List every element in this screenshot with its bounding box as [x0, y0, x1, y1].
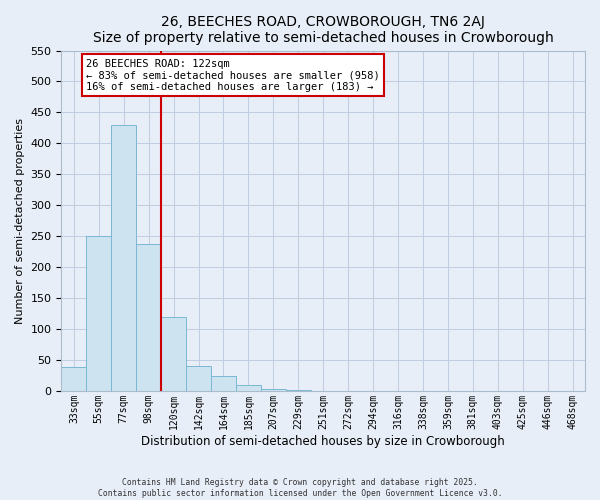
Y-axis label: Number of semi-detached properties: Number of semi-detached properties — [15, 118, 25, 324]
Bar — [61, 368, 86, 391]
Bar — [261, 389, 286, 391]
Text: 26 BEECHES ROAD: 122sqm
← 83% of semi-detached houses are smaller (958)
16% of s: 26 BEECHES ROAD: 122sqm ← 83% of semi-de… — [86, 58, 380, 92]
Bar — [111, 125, 136, 391]
Bar — [236, 386, 261, 391]
Text: Contains HM Land Registry data © Crown copyright and database right 2025.
Contai: Contains HM Land Registry data © Crown c… — [98, 478, 502, 498]
Title: 26, BEECHES ROAD, CROWBOROUGH, TN6 2AJ
Size of property relative to semi-detache: 26, BEECHES ROAD, CROWBOROUGH, TN6 2AJ S… — [93, 15, 554, 45]
Bar — [136, 244, 161, 391]
Bar — [161, 318, 186, 391]
Bar — [186, 366, 211, 391]
Bar — [211, 376, 236, 391]
X-axis label: Distribution of semi-detached houses by size in Crowborough: Distribution of semi-detached houses by … — [142, 434, 505, 448]
Bar — [86, 236, 111, 391]
Bar — [286, 390, 311, 391]
